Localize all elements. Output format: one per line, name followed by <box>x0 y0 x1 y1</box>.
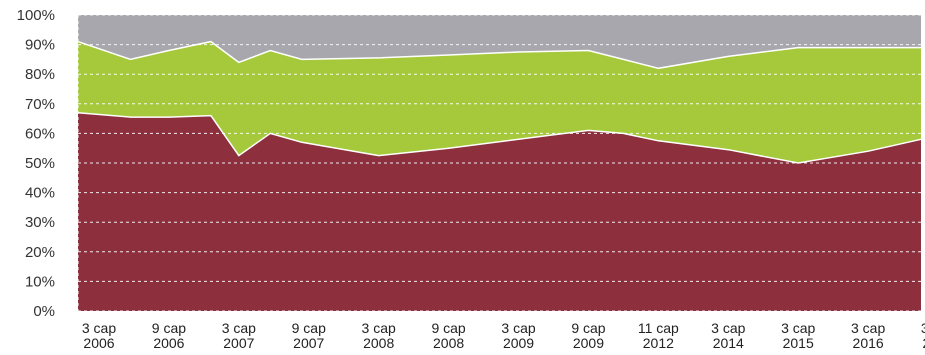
x-tick-label-line2: 2009 <box>503 335 534 351</box>
x-tick-label-line1: 11 сар <box>638 320 679 336</box>
x-tick-label-line1: 3 сар <box>781 320 815 336</box>
y-tick-label: 100% <box>17 7 55 24</box>
y-tick-label: 30% <box>25 214 55 231</box>
x-tick-label-line1: 9 сар <box>571 320 605 336</box>
x-tick-label-line2: 2014 <box>713 335 744 351</box>
x-tick-label: 9 сар 2008 <box>431 320 465 351</box>
x-tick-label-line2: 2015 <box>783 335 814 351</box>
x-tick-label: 9 сар 2009 <box>571 320 605 351</box>
x-tick-label: 3 сар 2006 <box>82 320 116 351</box>
y-tick-label: 80% <box>25 66 55 83</box>
x-tick-label: 3 сар 2009 <box>501 320 535 351</box>
y-tick-label: 90% <box>25 37 55 54</box>
y-tick-label: 70% <box>25 96 55 113</box>
series-boundary-line-2 <box>77 40 921 70</box>
x-tick-label-line1: 9 сар <box>292 320 326 336</box>
x-tick-label: 3 сар 2007 <box>222 320 256 351</box>
y-tick-label: 50% <box>25 155 55 172</box>
x-tick-label: 3 сар2017 <box>921 320 925 351</box>
x-tick-label-line1: 3 сар <box>501 320 535 336</box>
x-tick-label-line1: 3 сар <box>362 320 396 336</box>
area-series-1 <box>78 112 921 311</box>
x-tick-label: 11 сар 2012 <box>638 320 679 351</box>
x-tick-label-line2: 2006 <box>83 335 114 351</box>
x-tick-label-line1: 9 сар <box>152 320 186 336</box>
x-tick-label: 3 сар 2015 <box>781 320 815 351</box>
y-tick-label: 60% <box>25 125 55 142</box>
x-tick-label-line2: 2006 <box>153 335 184 351</box>
y-tick-label: 0% <box>33 303 55 320</box>
x-tick-label-line2: 2012 <box>643 335 674 351</box>
x-tick-label: 3 сар 2008 <box>362 320 396 351</box>
x-tick-label-line1: 3 сар <box>851 320 885 336</box>
x-tick-label: 9 сар 2007 <box>292 320 326 351</box>
x-tick-label: 3 сар 2016 <box>851 320 885 351</box>
x-tick-label-line1: 3 сар <box>82 320 116 336</box>
x-tick-label-line2: 2007 <box>223 335 254 351</box>
x-tick-label-line2: 2016 <box>853 335 884 351</box>
x-tick-label: 9 сар 2006 <box>152 320 186 351</box>
y-tick-label: 20% <box>25 244 55 261</box>
x-tick-label-line1: 3 сар <box>711 320 745 336</box>
series-boundary-line-1 <box>77 111 922 164</box>
x-tick-label-line1: 9 сар <box>431 320 465 336</box>
x-tick-label-line2: 2017 <box>922 335 925 351</box>
x-tick-label-line1: 3 сар <box>921 320 925 336</box>
x-tick-label-line2: 2008 <box>363 335 394 351</box>
x-tick-label-line2: 2007 <box>293 335 324 351</box>
y-tick-label: 40% <box>25 185 55 202</box>
x-tick-label-line1: 3 сар <box>222 320 256 336</box>
x-tick-label-line2: 2008 <box>433 335 464 351</box>
x-tick-label: 3 сар 2014 <box>711 320 745 351</box>
x-tick-label-line2: 2009 <box>573 335 604 351</box>
y-tick-label: 10% <box>25 273 55 290</box>
